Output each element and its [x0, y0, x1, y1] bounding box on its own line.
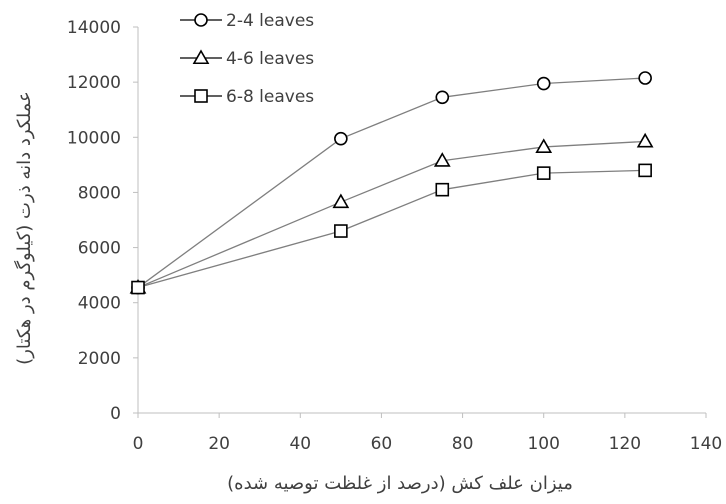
legend-item-2: 4-6 leaves — [180, 49, 314, 69]
data-point-square — [131, 280, 145, 295]
x-axis-title: میزان علف کش (درصد از غلظت توصیه شده) — [227, 473, 573, 494]
y-tick-label: 0 — [110, 404, 121, 424]
data-point-circle — [334, 131, 348, 146]
x-tick-label: 80 — [452, 434, 474, 454]
data-point-triangle — [535, 138, 553, 153]
data-point-triangle — [332, 193, 350, 209]
series-2 — [129, 132, 654, 294]
y-tick-label: 10000 — [67, 128, 121, 148]
y-tick-label: 4000 — [78, 294, 121, 314]
data-point-square — [536, 166, 551, 180]
x-tick-label: 100 — [527, 434, 559, 454]
series-1 — [131, 71, 652, 295]
data-point-triangle — [433, 152, 451, 167]
legend-label: 6-8 leaves — [226, 87, 314, 107]
y-tick-label: 12000 — [67, 73, 121, 93]
legend-marker-square — [194, 89, 208, 103]
y-tick-label: 6000 — [78, 239, 121, 259]
data-point-circle — [536, 76, 551, 91]
legend-item-3: 6-8 leaves — [180, 87, 314, 107]
x-tick-label: 120 — [609, 434, 641, 454]
legend-label: 4-6 leaves — [226, 49, 314, 69]
series-3 — [131, 163, 652, 295]
series-layer — [129, 71, 654, 295]
x-tick-label: 40 — [289, 434, 311, 454]
x-tick-label: 60 — [371, 434, 393, 454]
legend-marker-circle — [194, 13, 208, 27]
data-point-square — [435, 182, 450, 197]
series-line-3 — [137, 169, 646, 289]
y-tick-label: 14000 — [67, 18, 121, 38]
legend-marker-triangle — [192, 49, 210, 65]
legend-item-1: 2-4 leaves — [180, 11, 314, 31]
x-tick-label: 20 — [208, 434, 230, 454]
data-point-circle — [638, 71, 652, 85]
y-tick-label: 8000 — [78, 183, 121, 203]
legend-label: 2-4 leaves — [226, 11, 314, 31]
data-point-circle — [435, 90, 450, 105]
x-tick-label: 140 — [690, 434, 722, 454]
y-axis-title: عملکرد دانه ذرت (کیلوگرم در هکتار) — [13, 91, 35, 365]
data-point-triangle — [636, 132, 654, 148]
y-tick-label: 2000 — [78, 349, 121, 369]
data-point-square — [334, 224, 348, 238]
x-tick-label: 0 — [133, 434, 144, 454]
legend: 2-4 leaves 4-6 leaves 6-8 leaves — [180, 11, 314, 107]
series-line-2 — [137, 140, 646, 289]
axes: 0 2000 4000 6000 8000 10000 12000 14000 0 20 40 60 8… — [67, 18, 722, 454]
data-point-square — [638, 163, 652, 178]
